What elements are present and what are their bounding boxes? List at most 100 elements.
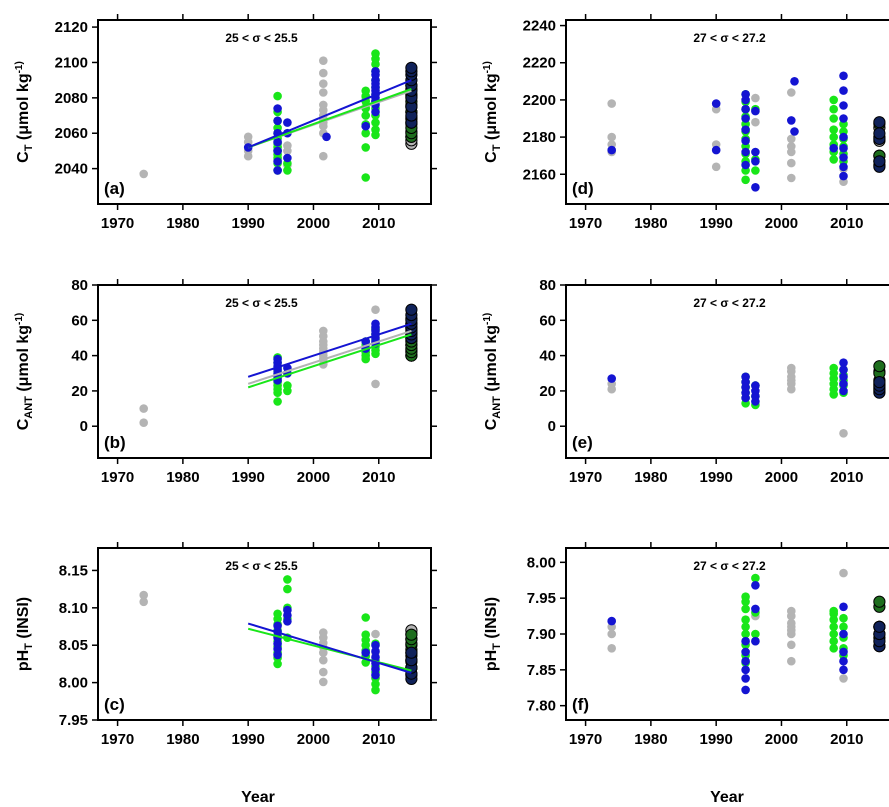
panel-title: 25 < σ < 25.5 bbox=[225, 31, 298, 45]
data-point bbox=[787, 88, 796, 97]
data-point bbox=[371, 670, 380, 680]
y-tick-label: 40 bbox=[539, 348, 556, 365]
data-point bbox=[319, 151, 328, 161]
y-tick-label: 20 bbox=[71, 383, 88, 400]
data-point bbox=[829, 132, 838, 142]
data-point bbox=[787, 158, 796, 168]
data-point bbox=[829, 606, 838, 616]
data-point bbox=[711, 145, 721, 155]
data-point bbox=[741, 674, 750, 683]
data-point bbox=[607, 99, 616, 108]
data-point bbox=[829, 125, 838, 134]
data-point bbox=[361, 630, 371, 639]
x-tick-label: 1990 bbox=[231, 469, 264, 486]
x-tick-label: 1990 bbox=[231, 731, 264, 748]
y-tick-label: 2120 bbox=[55, 19, 88, 36]
data-point bbox=[787, 142, 796, 151]
data-point bbox=[405, 646, 418, 659]
data-point bbox=[405, 61, 418, 74]
data-point bbox=[873, 620, 886, 633]
data-point bbox=[751, 166, 760, 175]
data-point bbox=[361, 613, 371, 622]
data-point bbox=[751, 93, 760, 103]
data-point bbox=[371, 107, 380, 117]
data-point bbox=[371, 305, 380, 315]
data-point bbox=[873, 116, 886, 129]
data-point bbox=[283, 153, 292, 163]
data-point bbox=[741, 90, 750, 99]
x-tick-label: 2000 bbox=[297, 469, 330, 486]
data-point bbox=[319, 667, 328, 677]
data-point bbox=[283, 381, 292, 390]
trend-line bbox=[247, 79, 412, 149]
data-point bbox=[741, 636, 750, 646]
data-point bbox=[607, 629, 616, 639]
x-tick-label: 1970 bbox=[101, 731, 134, 748]
data-point bbox=[787, 116, 796, 125]
axes-frame bbox=[97, 284, 432, 459]
y-tick-label: 80 bbox=[539, 277, 556, 294]
x-tick-label: 1970 bbox=[569, 469, 602, 486]
data-point bbox=[741, 104, 750, 114]
trend-line bbox=[247, 622, 412, 674]
y-tick-label: 2100 bbox=[55, 54, 88, 71]
data-point bbox=[873, 376, 886, 389]
data-point bbox=[371, 118, 380, 127]
x-tick-label: 1990 bbox=[231, 215, 264, 232]
data-point bbox=[139, 590, 148, 600]
axes-frame bbox=[565, 284, 889, 459]
data-point bbox=[283, 605, 292, 615]
y-tick-label: 7.85 bbox=[527, 662, 556, 679]
data-point bbox=[829, 114, 838, 123]
data-point bbox=[273, 621, 282, 631]
panel-title: 25 < σ < 25.5 bbox=[225, 559, 298, 573]
x-tick-label: 2000 bbox=[297, 215, 330, 232]
data-point bbox=[790, 77, 799, 86]
x-tick-label: 1980 bbox=[166, 215, 199, 232]
data-point bbox=[741, 604, 750, 614]
data-point bbox=[839, 622, 848, 632]
data-points-e bbox=[607, 358, 886, 438]
data-point bbox=[273, 659, 282, 669]
y-tick-label: 0 bbox=[548, 418, 556, 435]
y-axis-label: CANT (μmol kg-1) bbox=[482, 313, 503, 431]
panel-d: 1970 1980 1990 2000 2010 2160 2180 2200 2220 2240… bbox=[482, 14, 889, 232]
panel-b: 1970 1980 1990 2000 2010 0 20 40 60 80 25 < σ < 25… bbox=[14, 277, 437, 486]
data-point bbox=[790, 127, 799, 136]
data-point bbox=[839, 162, 848, 172]
data-point bbox=[787, 173, 796, 183]
data-point bbox=[273, 354, 282, 364]
panel-label: (e) bbox=[572, 433, 593, 452]
data-point bbox=[873, 127, 886, 140]
data-point bbox=[787, 656, 796, 666]
data-point bbox=[273, 104, 282, 113]
trend-line bbox=[247, 88, 412, 149]
x-tick-label: 2000 bbox=[297, 731, 330, 748]
data-point bbox=[371, 640, 380, 650]
data-point bbox=[371, 646, 380, 656]
data-point bbox=[607, 616, 616, 626]
data-point bbox=[839, 674, 848, 683]
data-point bbox=[243, 132, 253, 142]
data-point bbox=[787, 640, 796, 650]
data-point bbox=[751, 573, 760, 583]
trend-line bbox=[247, 333, 412, 389]
x-tick-label: 1980 bbox=[634, 215, 667, 232]
data-point bbox=[741, 615, 750, 624]
data-point bbox=[361, 173, 371, 182]
data-points-c bbox=[139, 575, 418, 695]
data-point bbox=[273, 397, 282, 406]
axes-frame bbox=[97, 19, 432, 205]
data-point bbox=[319, 100, 328, 110]
data-point bbox=[319, 68, 328, 78]
data-point bbox=[839, 429, 848, 438]
data-point bbox=[319, 677, 328, 687]
data-point bbox=[273, 116, 282, 126]
data-point bbox=[273, 650, 282, 660]
data-point bbox=[839, 656, 848, 666]
data-point bbox=[273, 137, 282, 147]
data-point bbox=[839, 386, 848, 396]
y-tick-label: 2200 bbox=[523, 92, 556, 109]
data-point bbox=[751, 604, 760, 614]
